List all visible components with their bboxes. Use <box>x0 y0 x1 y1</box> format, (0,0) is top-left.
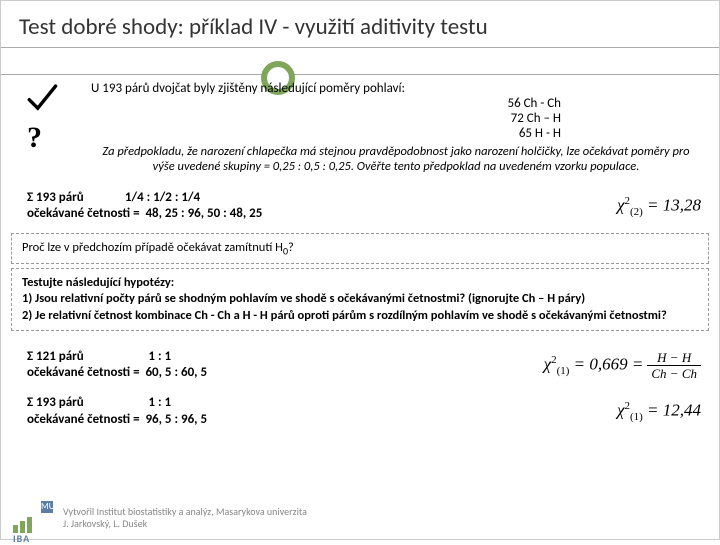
lower-block: Σ 121 párů 1 : 1 očekávané četnosti = 60… <box>1 335 719 440</box>
page-title: Test dobré shody: příklad IV - využití a… <box>1 1 719 47</box>
sigma-1: Σ 193 párů <box>27 190 84 205</box>
exp-vals-3: 96, 5 : 96, 5 <box>145 412 207 427</box>
chi-val-1: 13,28 <box>663 195 701 214</box>
logo-icon: MU IBA <box>13 503 53 533</box>
calc-1-left: Σ 193 párů 1/4 : 1/2 : 1/4 očekávané čet… <box>19 186 270 227</box>
box2-lead: Testujte následující hypotézy: <box>22 275 698 291</box>
intro-text: U 193 párů dvojčat byly zjištěny následu… <box>91 81 405 96</box>
box2-h1: 1) Jsou relativní počty párů se shodným … <box>22 291 698 307</box>
iba-label: IBA <box>13 532 30 545</box>
fraction-icon: H − H Ch − Ch <box>647 351 701 380</box>
chi-val-3: 12,44 <box>663 401 701 420</box>
question-box-1: Proč lze v předchozím případě očekávat z… <box>11 233 709 265</box>
ratio-2: 72 Ch – H <box>91 112 561 127</box>
calc-3-left: Σ 193 párů 1 : 1 očekávané četnosti = 96… <box>19 391 215 432</box>
calc-3: Σ 193 párů 1 : 1 očekávané četnosti = 96… <box>19 391 701 432</box>
frac-num: H − H <box>647 351 701 366</box>
slide: Test dobré shody: příklad IV - využití a… <box>0 0 720 540</box>
footer: MU IBA Vytvořil Institut biostatistiky a… <box>13 503 307 533</box>
calc-1: Σ 193 párů 1/4 : 1/2 : 1/4 očekávané čet… <box>19 186 701 227</box>
frac-den: Ch − Ch <box>647 366 701 380</box>
ratio-1: 1/4 : 1/2 : 1/4 <box>125 190 200 205</box>
question-icon: ? <box>27 121 42 155</box>
divider <box>1 47 719 48</box>
sigma-3: Σ 193 párů <box>27 395 84 410</box>
sigma-2: Σ 121 párů <box>27 349 84 364</box>
exp-label-3: očekávané četnosti = <box>27 412 140 427</box>
ratio-2: 1 : 1 <box>148 349 171 364</box>
mu-badge: MU <box>41 501 53 513</box>
ratio-3: 65 H - H <box>91 127 561 142</box>
ratio-3: 1 : 1 <box>148 395 171 410</box>
credit-text: Vytvořil Institut biostatistiky a analýz… <box>63 506 307 530</box>
calc-2-left: Σ 121 párů 1 : 1 očekávané četnosti = 60… <box>19 345 215 386</box>
credit-line-2: J. Jarkovský, L. Dušek <box>63 518 307 530</box>
exp-vals-1: 48, 25 : 96, 50 : 48, 25 <box>145 206 262 221</box>
intro-block: ? U 193 párů dvojčat byly zjištěny násle… <box>1 75 719 182</box>
chi-val-2: 0,669 <box>589 354 627 373</box>
box1-tail: ? <box>288 240 294 255</box>
exp-label-1: očekávané četnosti = <box>27 206 140 221</box>
chi-formula-1: χ2(2) = 13,28 <box>617 195 701 218</box>
chi-formula-2: χ2(1) = 0,669 = H − H Ch − Ch <box>544 351 701 380</box>
assumption-text: Za předpokladu, že narození chlapečka má… <box>91 142 701 178</box>
box2-h2: 2) Je relativní četnost kombinace Ch - C… <box>22 308 698 324</box>
chi-formula-3: χ2(1) = 12,44 <box>617 400 701 423</box>
check-icon <box>25 81 59 124</box>
box1-text: Proč lze v předchozím případě očekávat z… <box>22 240 283 255</box>
calc-2: Σ 121 párů 1 : 1 očekávané četnosti = 60… <box>19 345 701 386</box>
exp-vals-2: 60, 5 : 60, 5 <box>145 365 207 380</box>
ratio-1: 56 Ch - Ch <box>91 97 561 112</box>
ratios: 56 Ch - Ch 72 Ch – H 65 H - H <box>91 97 701 142</box>
exp-label-2: očekávané četnosti = <box>27 365 140 380</box>
question-box-2: Testujte následující hypotézy: 1) Jsou r… <box>11 268 709 331</box>
